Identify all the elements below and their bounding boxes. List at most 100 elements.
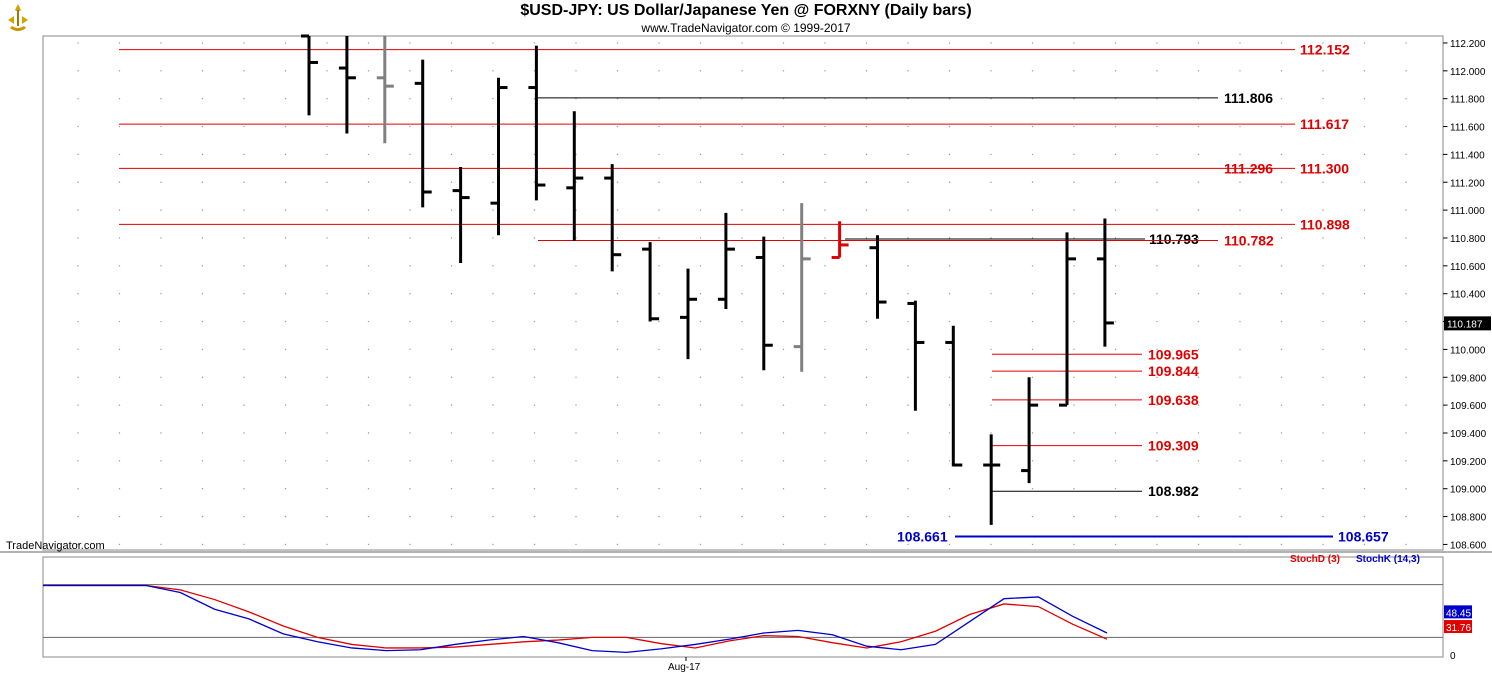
- grid-dot: [243, 42, 245, 44]
- stochk-legend: StochK (14,3): [1356, 554, 1420, 565]
- grid-dot: [824, 153, 826, 156]
- grid-dot: [1197, 488, 1200, 490]
- level-label: 110.782: [1224, 232, 1274, 248]
- grid-dot: [77, 488, 79, 490]
- grid-dot: [201, 181, 204, 183]
- grid-dot: [1073, 460, 1075, 462]
- grid-dot: [616, 292, 619, 295]
- grid-dot: [1239, 70, 1241, 72]
- grid-dot: [492, 292, 494, 295]
- grid-dot: [409, 515, 411, 518]
- grid-dot: [699, 265, 702, 267]
- grid-dot: [1363, 153, 1366, 156]
- grid-dot: [533, 488, 536, 490]
- grid-dot: [118, 404, 121, 406]
- grid-dot: [741, 153, 743, 156]
- grid-dot: [990, 404, 992, 406]
- grid-dot: [1156, 265, 1158, 267]
- grid-dot: [1073, 432, 1075, 434]
- grid-dot: [77, 543, 79, 546]
- y-tick-label: 111.200: [1450, 178, 1485, 189]
- y-tick-label: 110.600: [1450, 262, 1486, 273]
- grid-dot: [1363, 348, 1366, 351]
- grid-dot: [1280, 488, 1283, 490]
- grid-dot: [616, 209, 619, 211]
- grid-dot: [492, 488, 494, 490]
- grid-dot: [201, 432, 204, 434]
- grid-dot: [118, 209, 121, 211]
- grid-dot: [450, 70, 453, 72]
- grid-dot: [160, 237, 162, 239]
- grid-dot: [326, 125, 328, 128]
- grid-dot: [1114, 515, 1117, 518]
- grid-dot: [1031, 543, 1034, 546]
- grid-dot: [990, 432, 992, 434]
- grid-dot: [1239, 543, 1241, 546]
- grid-dot: [77, 404, 79, 406]
- grid-dot: [1322, 460, 1324, 462]
- grid-dot: [243, 265, 245, 267]
- grid-dot: [948, 70, 951, 72]
- grid-dot: [201, 292, 204, 295]
- grid-dot: [865, 153, 868, 156]
- grid-dot: [1031, 320, 1034, 323]
- grid-dot: [284, 209, 287, 211]
- grid-dot: [1197, 265, 1200, 267]
- grid-dot: [1114, 376, 1117, 378]
- grid-dot: [1405, 488, 1407, 490]
- grid-dot: [243, 97, 245, 100]
- grid-dot: [907, 348, 909, 351]
- grid-dot: [1239, 97, 1241, 100]
- grid-dot: [1446, 543, 1449, 546]
- grid-dot: [367, 265, 370, 267]
- grid-dot: [782, 404, 785, 406]
- grid-dot: [658, 125, 660, 128]
- grid-dot: [1073, 376, 1075, 378]
- grid-dot: [1322, 348, 1324, 351]
- grid-dot: [1197, 153, 1200, 156]
- grid-dot: [160, 181, 162, 183]
- y-tick-label: 112.000: [1450, 67, 1486, 78]
- grid-dot: [1239, 515, 1241, 518]
- grid-dot: [367, 97, 370, 100]
- grid-dot: [1156, 515, 1158, 518]
- grid-dot: [492, 181, 494, 183]
- grid-dot: [1073, 265, 1075, 267]
- grid-dot: [907, 432, 909, 434]
- grid-dot: [907, 460, 909, 462]
- grid-dot: [616, 125, 619, 128]
- grid-dot: [243, 432, 245, 434]
- grid-dot: [367, 460, 370, 462]
- grid-dot: [948, 181, 951, 183]
- grid-dot: [492, 543, 494, 546]
- grid-dot: [824, 265, 826, 267]
- stoch-series-line: [43, 584, 1108, 654]
- grid-dot: [243, 237, 245, 239]
- grid-dot: [616, 460, 619, 462]
- last-price-label: 110.187: [1447, 319, 1483, 330]
- grid-dot: [201, 125, 204, 128]
- grid-dot: [1114, 209, 1117, 211]
- grid-dot: [782, 515, 785, 518]
- grid-dot: [1114, 181, 1117, 183]
- grid-dot: [1405, 320, 1407, 323]
- grid-dot: [118, 42, 121, 44]
- grid-dot: [616, 515, 619, 518]
- grid-dot: [243, 543, 245, 546]
- grid-dot: [1073, 153, 1075, 156]
- y-tick-label: 110.000: [1450, 345, 1486, 356]
- grid-dot: [1114, 460, 1117, 462]
- grid-dot: [1280, 376, 1283, 378]
- level-label: 108.657: [1338, 528, 1389, 544]
- grid-dot: [699, 292, 702, 295]
- grid-dot: [284, 42, 287, 44]
- grid-dot: [1363, 292, 1366, 295]
- grid-dot: [1031, 488, 1034, 490]
- grid-dot: [118, 125, 121, 128]
- y-tick-label: 108.600: [1450, 540, 1487, 551]
- level-label: 108.982: [1148, 483, 1199, 499]
- grid-dot: [1405, 460, 1407, 462]
- grid-dot: [284, 515, 287, 518]
- grid-dot: [160, 320, 162, 323]
- grid-dot: [1239, 181, 1241, 183]
